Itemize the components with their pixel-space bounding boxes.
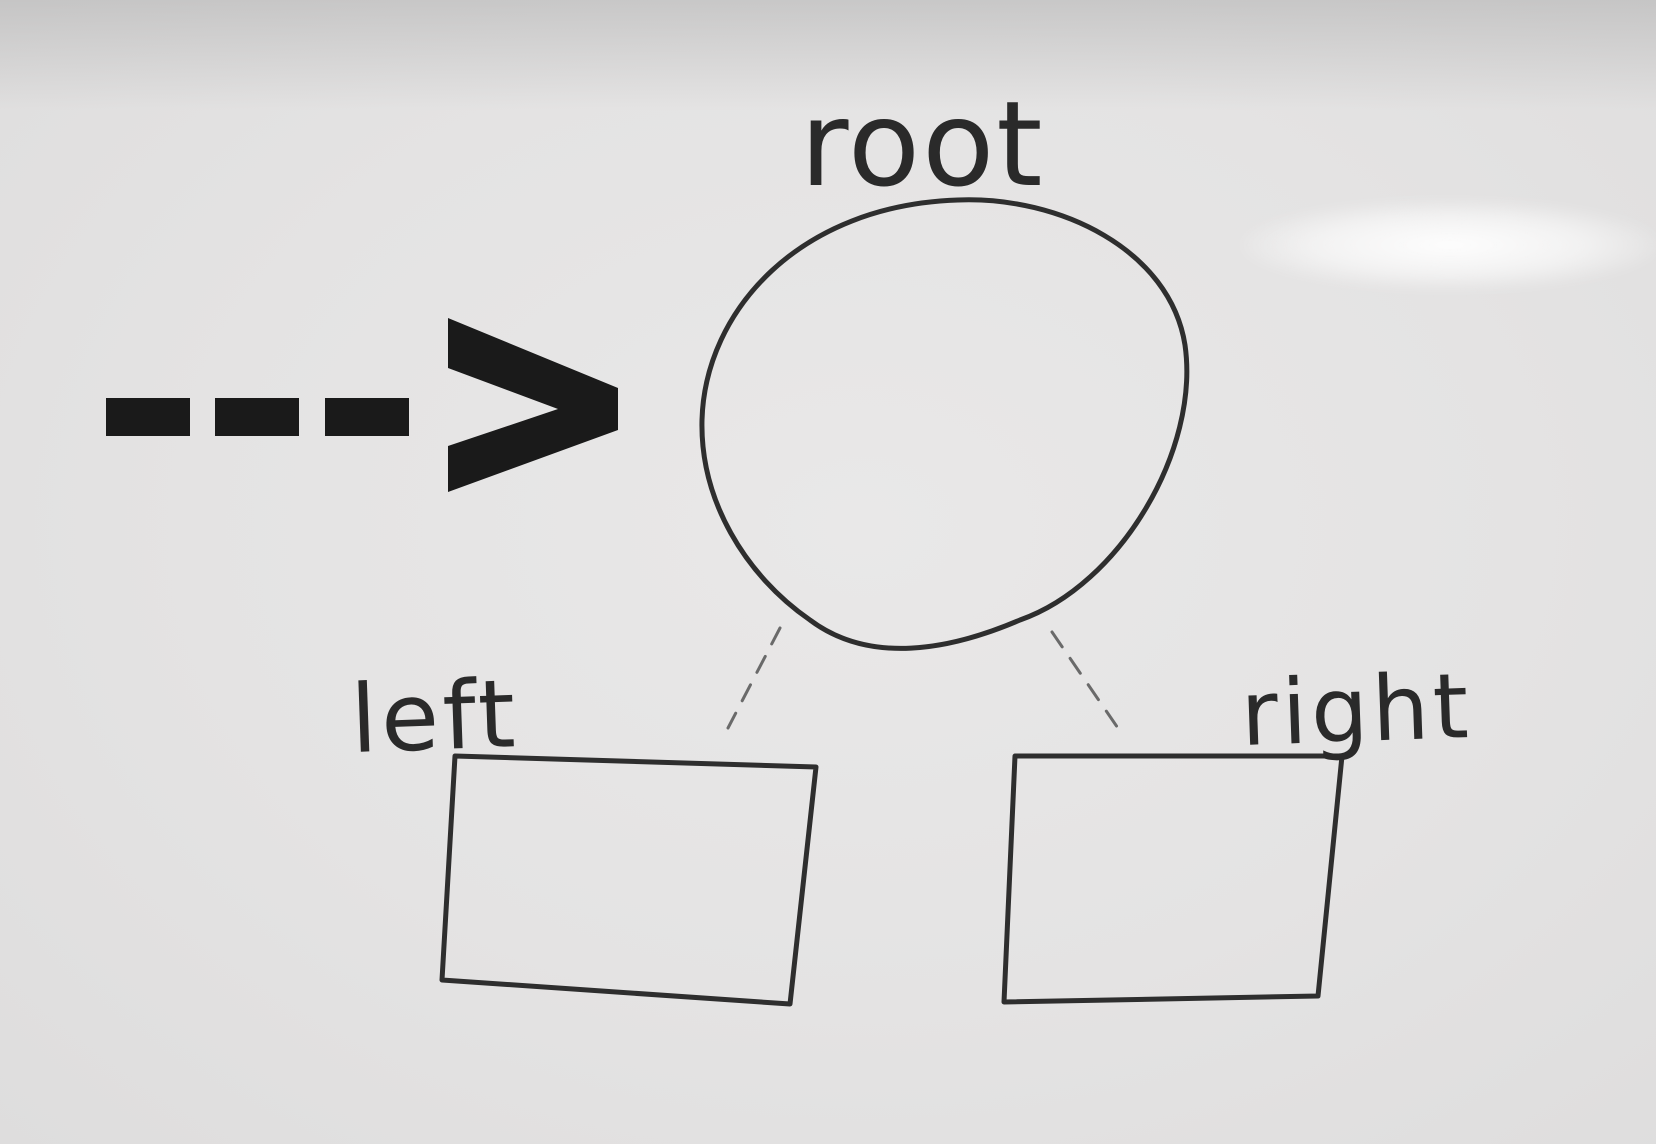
pointer-arrow xyxy=(106,318,618,492)
arrow-dash-1 xyxy=(106,398,190,436)
left-edge-dashed xyxy=(726,626,782,730)
left-child-box xyxy=(439,753,819,1007)
root-label: root xyxy=(800,75,1045,213)
root-node-circle xyxy=(699,197,1190,651)
right-edge-dashed xyxy=(1050,630,1124,736)
left-label: left xyxy=(349,660,521,775)
arrow-dash-3 xyxy=(325,398,409,436)
arrow-dash-2 xyxy=(215,398,299,436)
arrow-head xyxy=(448,318,618,492)
right-child-box xyxy=(1001,753,1345,1005)
right-label: right xyxy=(1239,654,1474,767)
